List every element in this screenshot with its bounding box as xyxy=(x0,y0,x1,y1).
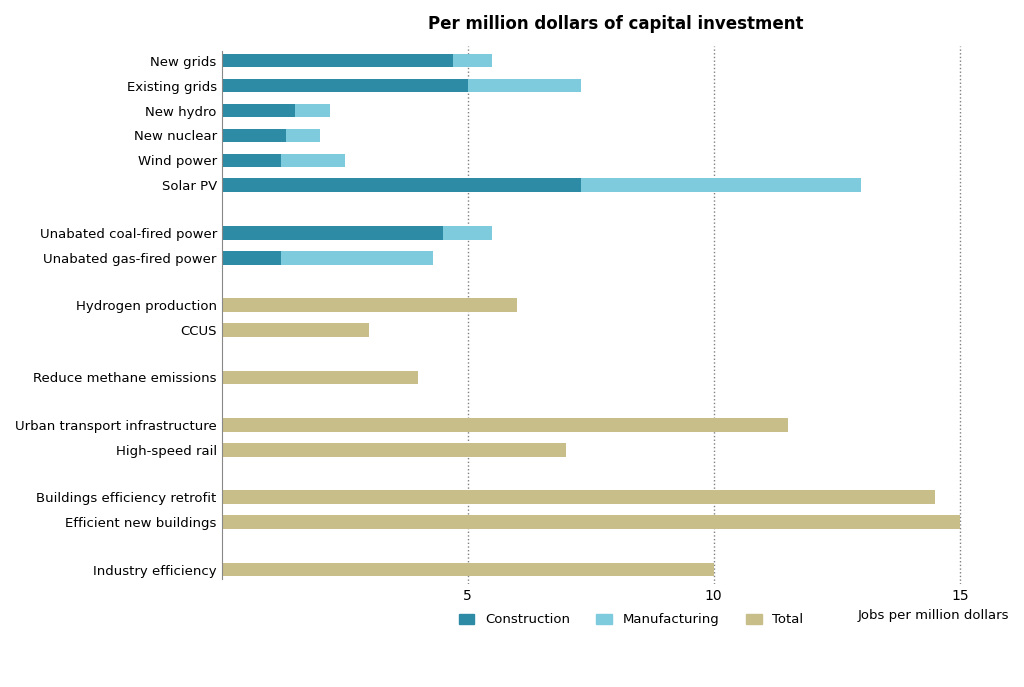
Bar xyxy=(468,79,581,93)
Bar xyxy=(221,515,959,529)
Bar xyxy=(221,79,468,93)
Bar xyxy=(221,418,787,431)
Bar xyxy=(221,54,453,67)
Bar xyxy=(221,104,296,117)
Bar xyxy=(221,154,281,167)
Bar xyxy=(443,226,493,240)
Bar xyxy=(221,443,566,457)
Bar xyxy=(581,179,861,192)
Bar xyxy=(221,128,286,142)
Bar xyxy=(281,154,345,167)
Title: Per million dollars of capital investment: Per million dollars of capital investmen… xyxy=(428,15,803,33)
Bar xyxy=(453,54,493,67)
Bar xyxy=(281,251,433,264)
Bar xyxy=(221,251,281,264)
Bar xyxy=(221,491,935,504)
Bar xyxy=(296,104,330,117)
Bar xyxy=(221,226,443,240)
Bar xyxy=(286,128,321,142)
Legend: Construction, Manufacturing, Total: Construction, Manufacturing, Total xyxy=(454,608,809,632)
Bar xyxy=(221,298,517,312)
Bar xyxy=(221,323,370,337)
Bar xyxy=(221,179,581,192)
Bar xyxy=(221,370,419,384)
X-axis label: Jobs per million dollars: Jobs per million dollars xyxy=(857,609,1009,622)
Bar xyxy=(221,563,714,576)
